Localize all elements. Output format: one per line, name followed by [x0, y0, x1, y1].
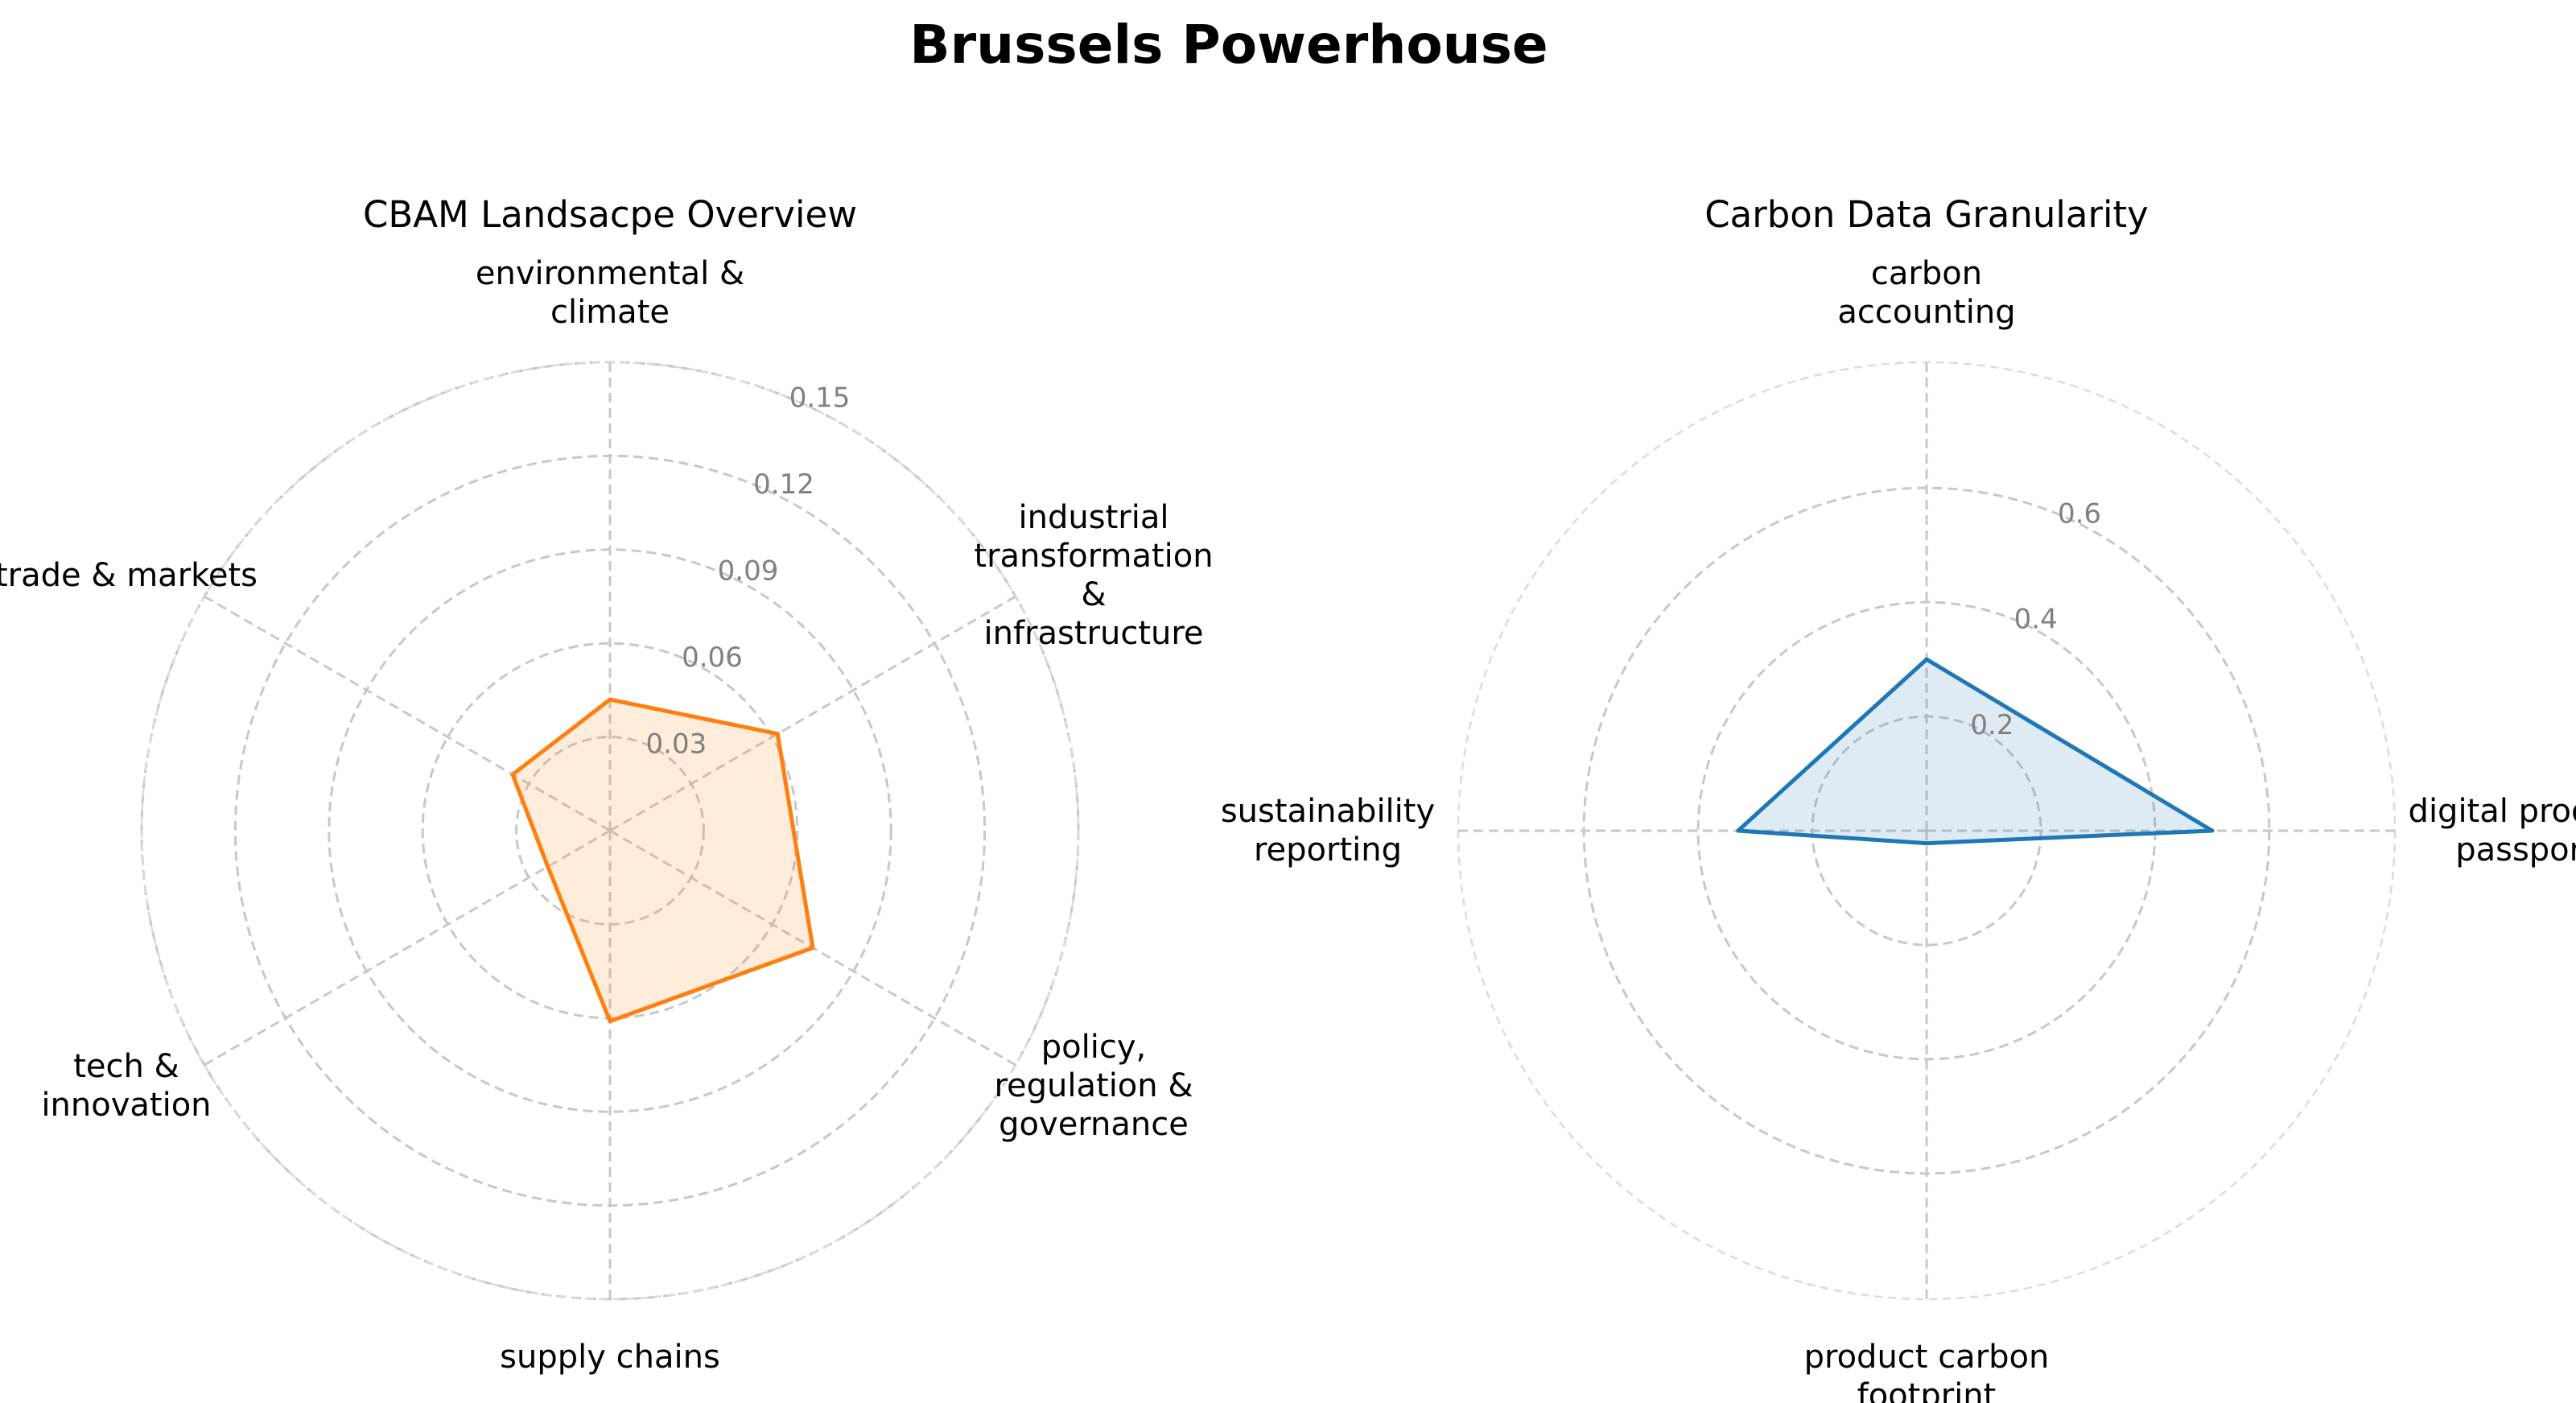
grid-ring [1696, 600, 2157, 1061]
axis-label-product-carbon-footprint: product carbon footprint [1804, 1339, 2050, 1403]
tick-label: 0.6 [2058, 498, 2101, 530]
figure-title: Brussels Powerhouse [909, 14, 1548, 76]
series-area [1737, 659, 2212, 844]
spoke [204, 595, 611, 832]
data-point [1924, 657, 1929, 662]
series [1736, 657, 2215, 846]
series-area [513, 699, 813, 1021]
spoke [609, 595, 1016, 832]
data-point [2210, 828, 2215, 833]
axis-label-environmental-climate: environmental & climate [476, 255, 744, 331]
axis-label-trade-markets: trade & markets [0, 557, 258, 594]
axis-label-tech-innovation: tech & innovation [41, 1048, 211, 1124]
category-labels: environmental & climate industrial transfor… [0, 255, 1214, 1376]
axis-label-digital-product-passport: digital productpassport [2409, 793, 2576, 869]
data-point [1924, 841, 1929, 846]
spokes [1458, 362, 2395, 1299]
spoke [204, 829, 611, 1067]
axis-label-supply-chains: supply chains [500, 1339, 720, 1376]
tick-label: 0.06 [682, 642, 743, 674]
radar-chart-carbon-data: Carbon Data Granularity 0.2 0.4 0.6 carbon… [1221, 193, 2576, 1403]
tick-label: 0.12 [753, 468, 814, 501]
series [510, 697, 815, 1024]
tick-label: 0.4 [2014, 604, 2058, 636]
data-point [810, 946, 815, 950]
data-point [775, 732, 780, 737]
data-point [546, 864, 550, 869]
data-point [1736, 828, 1741, 833]
tick-label: 0.2 [1970, 709, 2013, 741]
ticks: 0.03 0.06 0.09 0.12 0.15 [646, 382, 851, 760]
chart-title: Carbon Data Granularity [1704, 193, 2149, 236]
ticks: 0.2 0.4 0.6 [1970, 498, 2101, 741]
axis-label-policy-regulation-governance: policy, regulation & governance [994, 1029, 1193, 1143]
axis-label-sustainability-reporting: sustainability reporting [1221, 793, 1435, 869]
data-point [608, 1019, 612, 1024]
data-point [510, 772, 515, 777]
chart-title: CBAM Landsacpe Overview [363, 193, 857, 236]
radar-chart-cbam: CBAM Landsacpe Overview 0.03 0.06 0.09 0.12… [0, 193, 1214, 1376]
axis-label-industrial-transformation-infrastructure: industrial transformation & infrastructure [974, 499, 1213, 652]
axis-label-carbon-accounting: carbon accounting [1837, 255, 2015, 331]
data-point [608, 697, 612, 702]
tick-label: 0.03 [646, 728, 707, 760]
tick-label: 0.15 [789, 382, 851, 414]
tick-label: 0.09 [718, 555, 779, 587]
